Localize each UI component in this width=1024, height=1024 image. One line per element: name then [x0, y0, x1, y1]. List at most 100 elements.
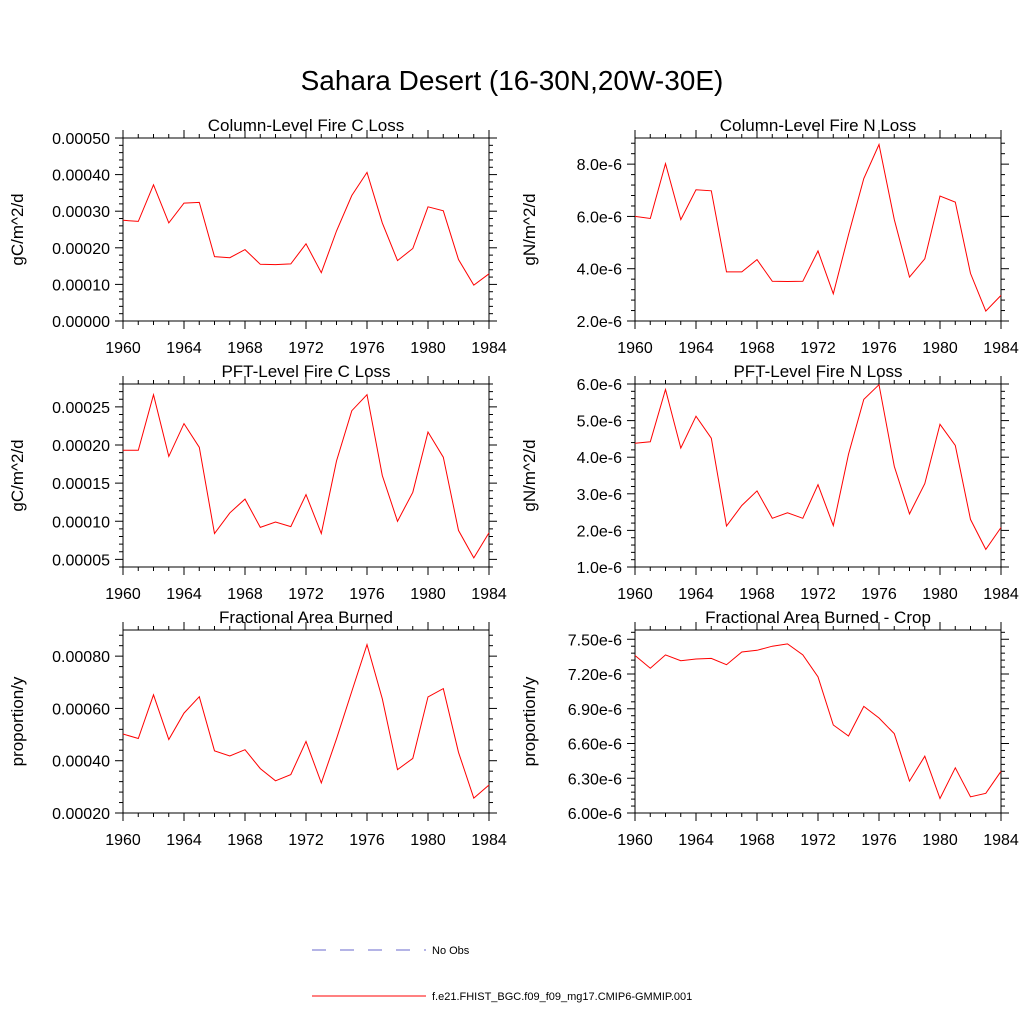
x-tick-label: 1964 [166, 586, 202, 603]
y-axis-label: proportion/y [520, 676, 539, 766]
x-tick-label: 1976 [861, 340, 897, 357]
x-tick-label: 1972 [800, 340, 836, 357]
plot-frame [122, 629, 490, 814]
x-tick-label: 1980 [410, 586, 446, 603]
x-tick-label: 1964 [166, 340, 202, 357]
x-tick-label: 1976 [349, 586, 385, 603]
x-tick-label: 1960 [105, 340, 141, 357]
x-tick-label: 1976 [861, 586, 897, 603]
x-tick-label: 1972 [800, 832, 836, 849]
plot-frame [634, 137, 1002, 322]
chart-panel-2: Column-Level Fire N Loss gN/m^2/d 1960 1964… [520, 116, 1019, 357]
panel-title: Column-Level Fire C Loss [208, 116, 405, 135]
x-tick-label: 1968 [227, 586, 263, 603]
y-tick-label: 0.00005 [52, 552, 110, 569]
y-tick-label: 0.00020 [52, 241, 110, 258]
y-axis-label: gN/m^2/d [520, 439, 539, 511]
y-tick-label: 0.00040 [52, 754, 110, 771]
chart-panel-4: PFT-Level Fire N Loss gN/m^2/d 1960 1964 196… [520, 362, 1019, 603]
y-tick-label: 6.0e-6 [577, 377, 622, 394]
y-tick-label: 0.00020 [52, 438, 110, 455]
x-tick-label: 1960 [105, 832, 141, 849]
y-tick-label: 6.60e-6 [568, 737, 622, 754]
y-tick-label: 0.00040 [52, 168, 110, 185]
y-tick-label: 0.00000 [52, 314, 110, 331]
y-tick-label: 2.0e-6 [577, 523, 622, 540]
x-tick-label: 1984 [471, 340, 507, 357]
x-tick-label: 1964 [678, 340, 714, 357]
y-tick-label: 1.0e-6 [577, 560, 622, 577]
x-tick-label: 1964 [678, 586, 714, 603]
y-axis-label: gC/m^2/d [8, 439, 27, 511]
y-tick-label: 7.50e-6 [568, 632, 622, 649]
x-tick-label: 1980 [922, 832, 958, 849]
y-tick-label: 4.0e-6 [577, 450, 622, 467]
x-tick-label: 1984 [983, 586, 1019, 603]
y-tick-label: 3.0e-6 [577, 487, 622, 504]
panel-title: Fractional Area Burned - Crop [705, 608, 931, 627]
y-axis-label: proportion/y [8, 676, 27, 766]
x-tick-label: 1976 [861, 832, 897, 849]
chart-panel-6: Fractional Area Burned - Crop proportion/… [520, 608, 1019, 849]
y-tick-label: 0.00020 [52, 806, 110, 823]
chart-panel-1: Column-Level Fire C Loss gC/m^2/d 1960 1964… [8, 116, 507, 357]
y-tick-label: 6.90e-6 [568, 702, 622, 719]
y-tick-label: 0.00015 [52, 476, 110, 493]
plot-frame [634, 383, 1002, 568]
x-tick-label: 1972 [800, 586, 836, 603]
y-tick-label: 4.0e-6 [577, 262, 622, 279]
series-line [122, 642, 490, 799]
panel-title: PFT-Level Fire C Loss [221, 362, 390, 381]
x-tick-label: 1980 [410, 832, 446, 849]
x-tick-label: 1968 [739, 340, 775, 357]
y-axis-label: gN/m^2/d [520, 193, 539, 265]
x-tick-label: 1964 [166, 832, 202, 849]
y-tick-label: 0.00010 [52, 514, 110, 531]
x-tick-label: 1968 [739, 832, 775, 849]
y-tick-label: 7.20e-6 [568, 667, 622, 684]
x-tick-label: 1984 [471, 586, 507, 603]
series-line [634, 643, 1002, 800]
x-tick-label: 1960 [617, 586, 653, 603]
y-axis-label: gC/m^2/d [8, 193, 27, 265]
x-tick-label: 1980 [410, 340, 446, 357]
x-tick-label: 1968 [739, 586, 775, 603]
x-tick-label: 1980 [922, 586, 958, 603]
x-tick-label: 1960 [617, 340, 653, 357]
x-tick-label: 1968 [227, 340, 263, 357]
y-tick-label: 0.00050 [52, 131, 110, 148]
y-tick-label: 6.00e-6 [568, 806, 622, 823]
x-tick-label: 1972 [288, 340, 324, 357]
y-tick-label: 0.00010 [52, 277, 110, 294]
series-line [122, 171, 490, 286]
x-tick-label: 1960 [617, 832, 653, 849]
plot-frame [122, 383, 490, 568]
y-tick-label: 2.0e-6 [577, 314, 622, 331]
y-tick-label: 6.30e-6 [568, 771, 622, 788]
y-tick-label: 6.0e-6 [577, 209, 622, 226]
chart-panel-5: Fractional Area Burned proportion/y 1960 19… [8, 608, 507, 849]
x-tick-label: 1964 [678, 832, 714, 849]
series-line [634, 383, 1002, 551]
y-tick-label: 0.00030 [52, 204, 110, 221]
y-tick-label: 8.0e-6 [577, 157, 622, 174]
chart-panels: Column-Level Fire C Loss gC/m^2/d 1960 1964… [8, 116, 1019, 849]
panel-title: Column-Level Fire N Loss [720, 116, 917, 135]
x-tick-label: 1984 [983, 340, 1019, 357]
series-line [634, 142, 1002, 312]
y-tick-label: 0.00080 [52, 649, 110, 666]
panel-title: Fractional Area Burned [219, 608, 393, 627]
y-tick-label: 0.00060 [52, 701, 110, 718]
x-tick-label: 1976 [349, 832, 385, 849]
chart-panel-3: PFT-Level Fire C Loss gC/m^2/d 1960 1964 196… [8, 362, 507, 603]
panel-title: PFT-Level Fire N Loss [733, 362, 902, 381]
y-tick-label: 5.0e-6 [577, 414, 622, 431]
legend-model-label: f.e21.FHIST_BGC.f09_f09_mg17.CMIP6-GMMIP… [432, 991, 692, 1003]
legend-obs-label: No Obs [432, 945, 470, 957]
y-tick-label: 0.00025 [52, 400, 110, 417]
x-tick-label: 1976 [349, 340, 385, 357]
x-tick-label: 1980 [922, 340, 958, 357]
x-tick-label: 1972 [288, 586, 324, 603]
x-tick-label: 1984 [983, 832, 1019, 849]
